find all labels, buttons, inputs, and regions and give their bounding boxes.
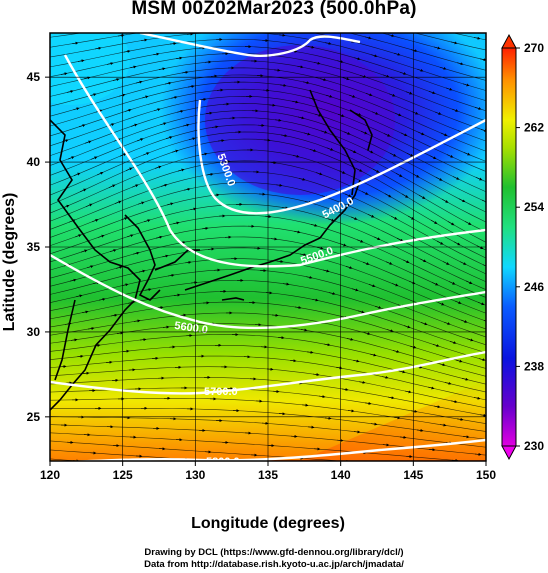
y-tick-label: 45 — [27, 70, 41, 84]
colorbar: 230 238 246 254 262 270 — [501, 33, 544, 461]
y-tick-label: 35 — [27, 240, 41, 254]
x-axis-label: Longitude (degrees) — [191, 515, 345, 532]
contour-label-5600: 5600.0 — [174, 320, 209, 337]
x-tick-label: 150 — [476, 468, 496, 482]
y-axis-label: Latitude (degrees) — [1, 193, 18, 332]
height-contours — [50, 33, 486, 461]
x-tick-label: 120 — [40, 468, 60, 482]
contour-label-5700: 5700.0 — [204, 386, 238, 398]
x-tick-label: 130 — [185, 468, 205, 482]
coastlines — [50, 89, 373, 411]
x-tick-label: 140 — [331, 468, 351, 482]
y-tick-label: 30 — [27, 325, 41, 339]
credit-drawing: Drawing by DCL (https://www.gfd-dennou.o… — [144, 547, 404, 558]
credit-data-source: Data from http://database.rish.kyoto-u.a… — [144, 559, 404, 570]
x-tick-label: 135 — [258, 468, 278, 482]
chart-title: MSM 00Z02Mar2023 (500.0hPa) — [131, 0, 417, 19]
colorbar-min-triangle — [501, 445, 517, 461]
colorbar-tick-label: 246 — [524, 280, 544, 294]
grid-lines — [50, 33, 486, 461]
x-axis-ticks: 120 125 130 135 140 145 150 — [40, 461, 496, 482]
colorbar-max-triangle — [501, 33, 517, 49]
y-tick-label: 25 — [27, 410, 41, 424]
colorbar-tick-label: 254 — [524, 200, 544, 214]
contour-label-5800: 5800.0 — [206, 456, 240, 468]
colorbar-tick-label: 238 — [524, 359, 544, 373]
colorbar-tick-label: 270 — [524, 41, 544, 55]
x-tick-label: 125 — [113, 468, 133, 482]
y-tick-label: 40 — [27, 155, 41, 169]
colorbar-tick-label: 230 — [524, 439, 544, 453]
x-tick-label: 145 — [403, 468, 423, 482]
colorbar-tick-label: 262 — [524, 121, 544, 135]
y-axis-ticks: 25 30 35 40 45 — [27, 70, 50, 424]
plot-area: 5300.0 5400.0 5500.0 5600.0 5700.0 5800.… — [50, 33, 486, 468]
